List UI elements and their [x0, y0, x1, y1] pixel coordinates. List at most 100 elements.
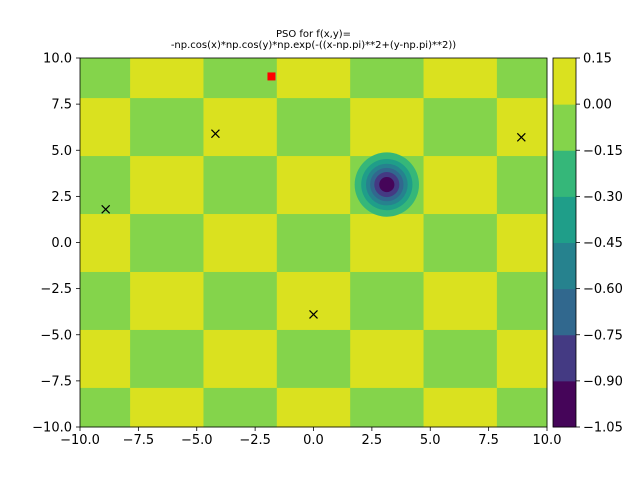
colorbar-band	[553, 242, 576, 290]
contour-band	[379, 176, 395, 193]
y-tick-label: 7.5	[51, 98, 72, 113]
contour-cell	[350, 97, 425, 157]
contour-cell	[130, 155, 204, 215]
colorbar-tick-label: −0.90	[583, 374, 623, 389]
contour-cell	[350, 271, 425, 330]
global-best-square	[267, 72, 276, 81]
particle-marker	[101, 204, 111, 214]
particle-stroke	[516, 132, 526, 142]
colorbar-band	[553, 196, 576, 243]
contour-cell	[276, 271, 351, 330]
contour-cell	[423, 97, 498, 157]
contour-cell	[496, 271, 548, 330]
colorbar-tick-label: 0.00	[583, 98, 612, 113]
chart-title: PSO for f(x,y)=-np.cos(x)*np.cos(y)*np.e…	[171, 29, 456, 51]
contour-cell	[496, 155, 548, 215]
colorbar-tick-label: −0.30	[583, 190, 623, 205]
colorbar-tick-label: −1.05	[583, 421, 623, 436]
y-tick-label: −5.0	[40, 328, 72, 343]
contour-cell	[496, 387, 548, 428]
contour-cell	[423, 271, 498, 330]
colorbar-tick-label: −0.75	[583, 328, 623, 343]
minimum-contours	[354, 152, 419, 217]
colorbar-tick-label: 0.15	[583, 52, 612, 67]
contour-cell	[496, 329, 548, 388]
colorbar-band	[553, 380, 576, 428]
contour-cell	[423, 58, 498, 99]
contour-cell	[276, 58, 351, 99]
contour-cell	[350, 387, 425, 428]
particle-marker	[309, 310, 318, 319]
contour-cell	[203, 213, 278, 272]
x-tick-label: −10.0	[60, 433, 100, 448]
x-tick-label: 10.0	[533, 433, 562, 448]
contour-cell	[80, 329, 131, 388]
y-axis: 10.0 7.5 5.0 2.5 0.0 −2.5 −5.0 −7.5 −10.0	[32, 52, 80, 436]
particle-stroke	[211, 129, 220, 139]
colorbar-tick-label: −0.60	[583, 282, 623, 297]
colorbar-band	[553, 288, 576, 336]
contour-cell	[203, 329, 278, 388]
contour-cell	[423, 213, 498, 272]
x-tick-label: −2.5	[239, 433, 271, 448]
contour-cell	[80, 97, 131, 157]
x-tick-label: 0.0	[303, 433, 324, 448]
colorbar-band	[553, 104, 576, 151]
colorbar: 0.15 0.00 −0.15 −0.30 −0.45 −0.60 −0.75 −0.90 −1…	[552, 52, 623, 436]
plot-area	[80, 58, 548, 428]
contour-cells	[80, 58, 548, 428]
y-tick-label: −2.5	[40, 282, 72, 297]
x-tick-label: −5.0	[181, 433, 213, 448]
contour-cell	[130, 387, 204, 428]
x-tick-label: 7.5	[478, 433, 499, 448]
contour-cell	[276, 387, 351, 428]
y-tick-label: −7.5	[40, 374, 72, 389]
contour-cell	[276, 155, 351, 215]
contour-cell	[276, 329, 351, 388]
contour-cell	[423, 329, 498, 388]
contour-cell	[130, 271, 204, 330]
x-tick-label: −7.5	[123, 433, 155, 448]
particle-marker	[211, 129, 220, 139]
contour-cell	[203, 387, 278, 428]
contour-cell	[203, 155, 278, 215]
y-tick-label: 0.0	[51, 236, 72, 251]
particle-marker	[516, 132, 526, 142]
colorbar-band	[553, 58, 576, 105]
title-line: PSO for f(x,y)=	[276, 29, 351, 40]
contour-cell	[496, 97, 548, 157]
y-tick-label: 2.5	[51, 190, 72, 205]
contour-cell	[80, 58, 131, 99]
y-tick-label: 5.0	[51, 144, 72, 159]
contour-cell	[276, 97, 351, 157]
x-tick-label: 2.5	[362, 433, 383, 448]
particle-stroke	[309, 310, 318, 319]
contour-cell	[203, 58, 278, 99]
contour-cell	[130, 97, 204, 157]
contour-cell	[350, 329, 425, 388]
contour-cell	[496, 58, 548, 99]
contour-cell	[496, 213, 548, 272]
contour-cell	[350, 58, 425, 99]
contour-cell	[276, 213, 351, 272]
title-line: -np.cos(x)*np.cos(y)*np.exp(-((x-np.pi)*…	[171, 40, 456, 51]
contour-cell	[203, 97, 278, 157]
x-tick-label: 5.0	[420, 433, 441, 448]
particle-markers	[101, 129, 526, 319]
contour-cell	[80, 271, 131, 330]
colorbar-tick-label: −0.45	[583, 236, 623, 251]
contour-cell	[350, 213, 425, 272]
contour-cell	[203, 271, 278, 330]
x-axis: −10.0 −7.5 −5.0 −2.5 0.0 2.5 5.0 7.5 10.0	[60, 427, 561, 448]
global-best-marker	[267, 72, 276, 81]
contour-cell	[80, 213, 131, 272]
colorbar-band	[553, 150, 576, 197]
contour-cell	[423, 387, 498, 428]
colorbar-band	[553, 334, 576, 382]
colorbar-tick-label: −0.15	[583, 144, 623, 159]
contour-cell	[80, 387, 131, 428]
contour-cell	[80, 155, 131, 215]
contour-cell	[130, 58, 204, 99]
